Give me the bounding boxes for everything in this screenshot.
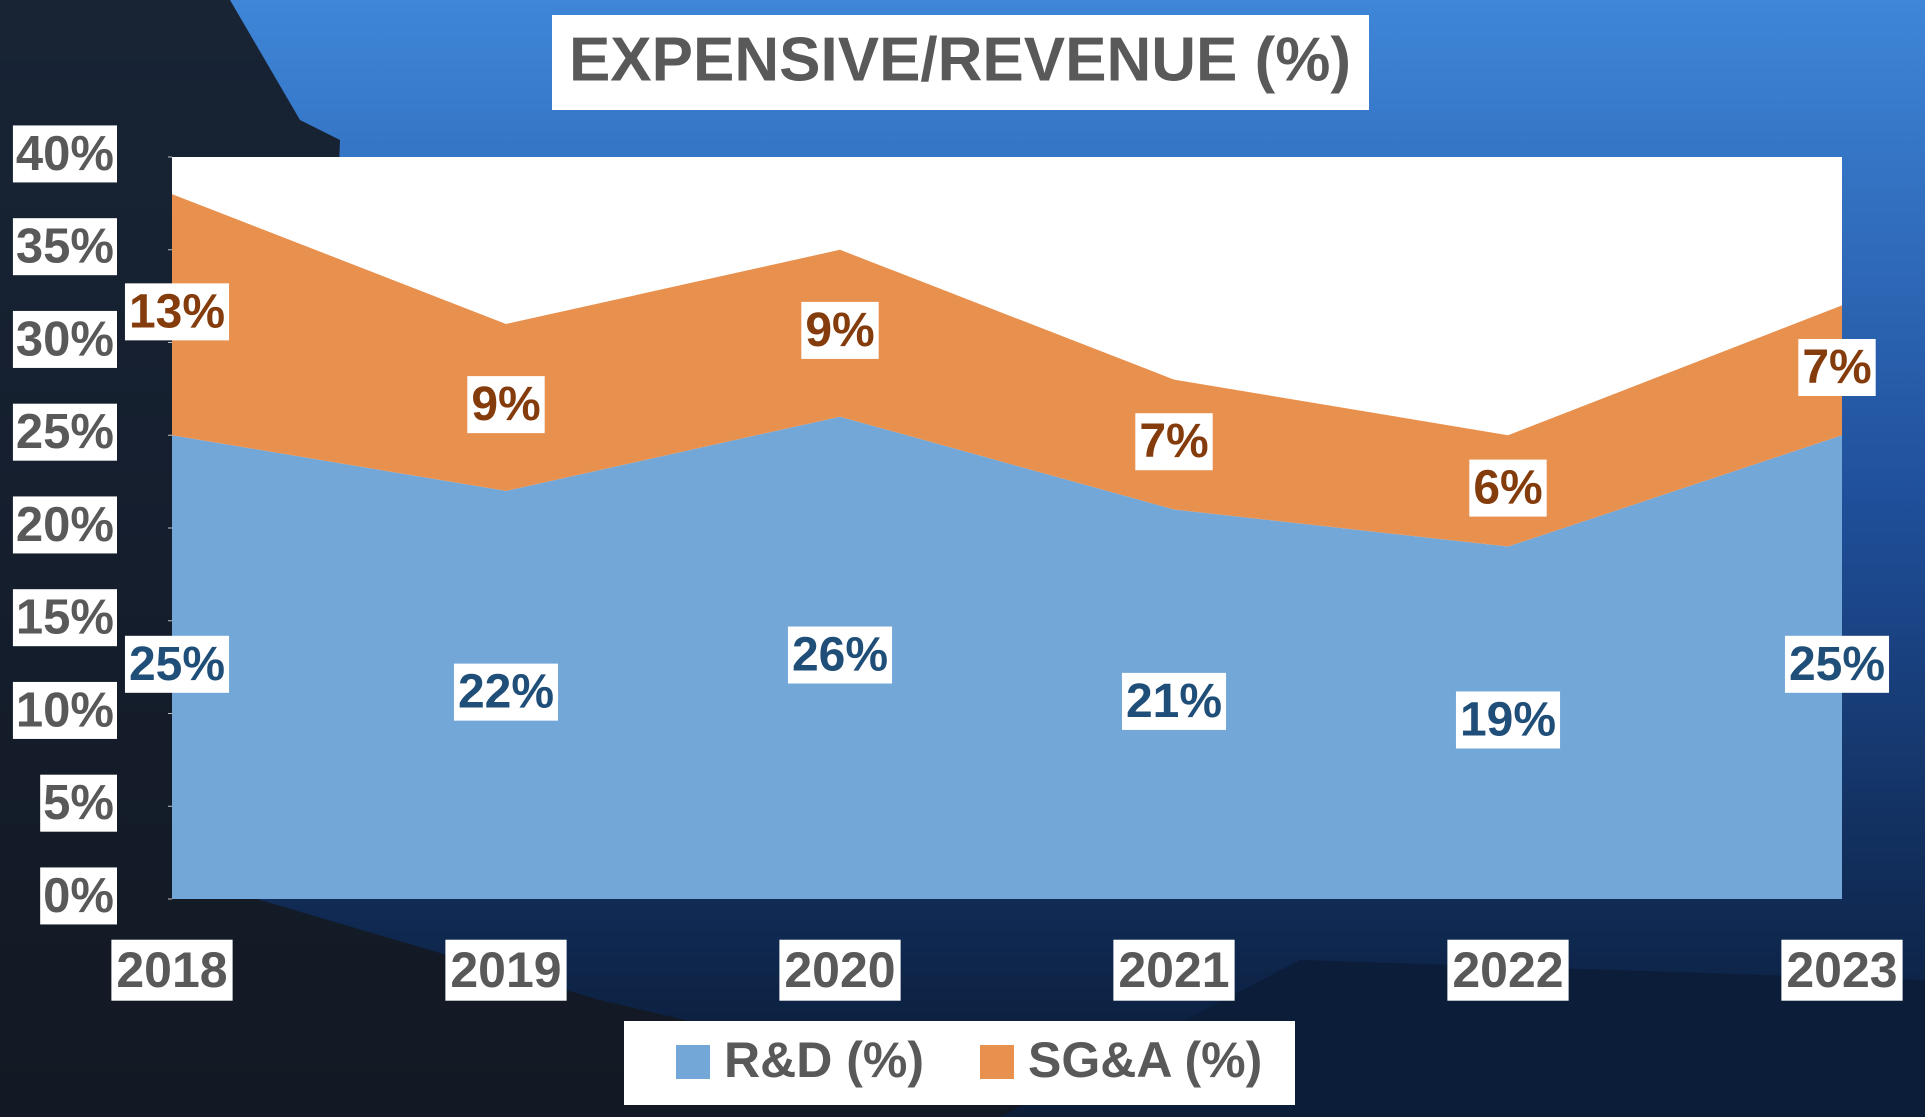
data-label-box xyxy=(1135,413,1213,471)
y-tick-label-box xyxy=(12,218,117,276)
y-tick-label: 0% xyxy=(43,869,114,923)
y-tick-label: 25% xyxy=(16,405,114,459)
data-label: 21% xyxy=(1126,675,1222,728)
y-tick-label-box xyxy=(12,310,117,368)
y-tick-label-box xyxy=(40,774,117,832)
legend-swatch xyxy=(979,1045,1014,1079)
y-tick-label: 10% xyxy=(16,683,114,737)
x-tick-label-box xyxy=(445,939,567,1001)
area xyxy=(172,194,1842,547)
x-tick-label-box xyxy=(1447,939,1569,1001)
y-tick-label: 35% xyxy=(16,220,114,274)
y-tick-label: 15% xyxy=(16,591,114,645)
data-label: 25% xyxy=(1789,638,1885,691)
y-tick-label: 20% xyxy=(16,498,114,552)
x-tick-label: 2021 xyxy=(1118,942,1229,998)
legend-label: SG&A (%) xyxy=(1028,1032,1262,1088)
data-label-box xyxy=(801,301,879,359)
data-label-box xyxy=(1121,672,1227,730)
data-label-box xyxy=(124,635,230,693)
area xyxy=(172,416,1842,899)
chart-content: 25% 22% 26% 21% 19% 25% 13% 9% 9% 7% 6% 7% 0% 5% 10% 15… xyxy=(12,125,1903,1105)
y-tick-label-box xyxy=(12,125,117,183)
data-label-box xyxy=(1798,338,1876,397)
y-tick-label: 30% xyxy=(16,312,114,366)
y-tick-label-box xyxy=(40,867,117,925)
data-label: 13% xyxy=(129,285,225,338)
x-tick-label-box xyxy=(1781,939,1903,1001)
y-tick-label-box xyxy=(12,589,117,647)
x-tick-label: 2020 xyxy=(784,942,895,998)
y-tick-label-box xyxy=(12,496,117,554)
data-label-box xyxy=(124,283,230,341)
data-label: 25% xyxy=(129,638,225,691)
data-label: 19% xyxy=(1460,693,1556,746)
data-label: 7% xyxy=(1139,415,1208,468)
y-tick-label-box xyxy=(12,681,117,739)
data-label-box xyxy=(1784,635,1890,693)
x-tick-label-box xyxy=(111,939,233,1001)
y-tick-label: 40% xyxy=(16,127,114,181)
legend-label: R&D (%) xyxy=(724,1032,924,1088)
data-label-box xyxy=(787,626,893,684)
x-tick-label: 2022 xyxy=(1452,942,1563,998)
data-label: 7% xyxy=(1802,341,1871,394)
legend-box xyxy=(624,1021,1295,1105)
x-tick-label-box xyxy=(779,939,901,1001)
data-label: 26% xyxy=(792,629,888,682)
data-label-box xyxy=(1469,459,1547,517)
legend-swatch xyxy=(676,1045,710,1079)
chart-title: EXPENSIVE/REVENUE (%) xyxy=(569,25,1351,94)
y-tick-label: 5% xyxy=(43,776,114,830)
data-label: 6% xyxy=(1473,462,1542,515)
x-tick-label: 2023 xyxy=(1786,942,1897,998)
data-label-box xyxy=(453,663,559,721)
y-tick-label-box xyxy=(12,403,117,461)
data-label-box xyxy=(467,376,545,434)
x-tick-label: 2018 xyxy=(116,942,227,998)
data-label-box xyxy=(1455,691,1561,749)
data-label: 9% xyxy=(805,304,874,357)
data-label: 22% xyxy=(458,666,554,719)
x-tick-label: 2019 xyxy=(450,942,561,998)
title-box xyxy=(552,15,1369,110)
data-label: 9% xyxy=(471,378,540,431)
x-tick-label-box xyxy=(1113,939,1235,1001)
